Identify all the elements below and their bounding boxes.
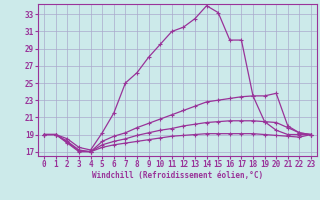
X-axis label: Windchill (Refroidissement éolien,°C): Windchill (Refroidissement éolien,°C) xyxy=(92,171,263,180)
